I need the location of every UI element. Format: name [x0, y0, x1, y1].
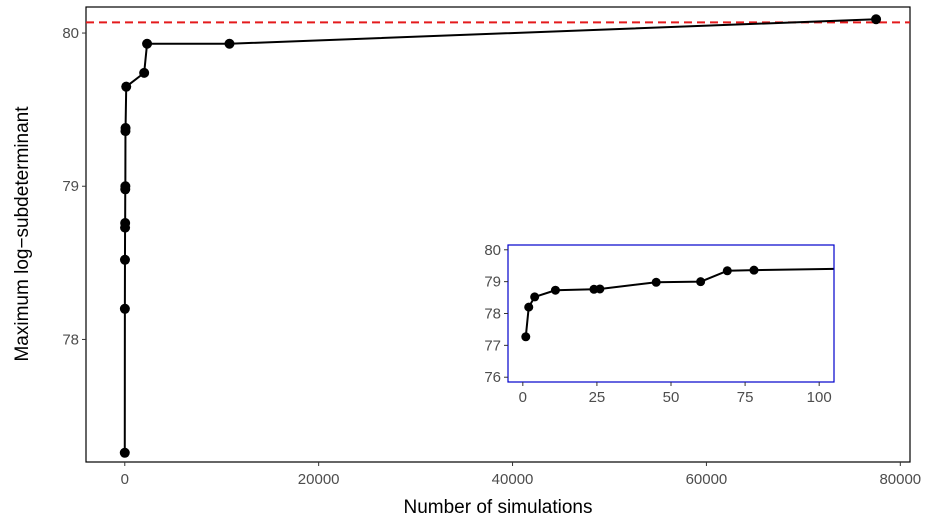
- inset-x-tick-label: 25: [589, 389, 606, 406]
- main-data-point: [121, 81, 132, 92]
- main-data-point: [224, 38, 235, 49]
- main-x-tick-label: 40000: [492, 471, 534, 488]
- main-series-line: [123, 18, 877, 453]
- main-x-tick-label: 60000: [686, 471, 728, 488]
- main-data-point: [119, 303, 130, 314]
- inset-data-point: [595, 284, 605, 294]
- main-plot-frame: [85, 6, 911, 463]
- main-y-axis: 78 79 80: [62, 25, 86, 348]
- inset-x-tick-label: 0: [519, 389, 527, 406]
- inset-data-point: [530, 292, 540, 302]
- inset-y-tick-label: 78: [484, 306, 501, 323]
- inset-data-point: [696, 277, 706, 287]
- inset-y-tick-label: 76: [484, 369, 501, 386]
- inset-x-axis: 0 25 50 75 100: [519, 382, 832, 406]
- inset-series-group: [521, 265, 834, 342]
- inset-data-point: [524, 302, 534, 312]
- main-data-point: [871, 14, 882, 25]
- main-data-point: [139, 67, 150, 78]
- inset-x-tick-label: 100: [807, 389, 832, 406]
- inset-data-point: [651, 277, 661, 287]
- inset-data-point: [521, 332, 531, 342]
- main-y-tick-label: 80: [62, 25, 79, 42]
- main-data-point: [119, 447, 130, 458]
- inset-x-tick-label: 50: [663, 389, 680, 406]
- main-x-tick-label: 80000: [879, 471, 921, 488]
- main-x-tick-label: 0: [121, 471, 129, 488]
- inset-y-axis: 76 77 78 79 80: [484, 242, 508, 386]
- main-series-group: [119, 14, 882, 458]
- main-x-tick-label: 20000: [298, 471, 340, 488]
- inset-x-tick-label: 75: [737, 389, 754, 406]
- main-data-point: [120, 181, 131, 192]
- main-data-point: [120, 218, 131, 229]
- main-y-tick-label: 78: [62, 331, 79, 348]
- main-y-tick-label: 79: [62, 178, 79, 195]
- main-data-point: [142, 38, 153, 49]
- main-data-point: [120, 123, 131, 134]
- inset-panel: 0 25 50 75 100 76 77 78 79 80: [484, 242, 835, 406]
- inset-background: [508, 245, 834, 382]
- inset-data-point: [722, 266, 732, 276]
- inset-data-point: [550, 285, 560, 295]
- main-x-axis: 0 20000 40000 60000 80000: [121, 462, 921, 488]
- inset-y-tick-label: 79: [484, 274, 501, 291]
- main-data-point: [119, 254, 130, 265]
- inset-y-tick-label: 77: [484, 337, 501, 354]
- x-axis-title: Number of simulations: [403, 497, 592, 518]
- y-axis-title: Maximum log−subdeterminant: [12, 106, 33, 362]
- inset-data-point: [749, 265, 759, 275]
- inset-y-tick-label: 80: [484, 242, 501, 259]
- main-panel: 0 20000 40000 60000 80000 78 79 80 Number of s…: [12, 6, 921, 518]
